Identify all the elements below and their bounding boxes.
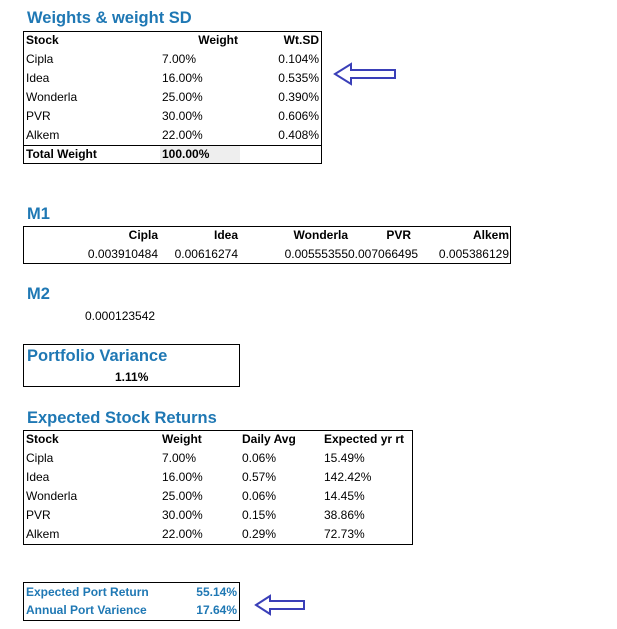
table-row: Wonderla bbox=[26, 90, 78, 104]
cell-weight: 22.00% bbox=[162, 527, 203, 541]
cell-daily-avg: 0.29% bbox=[242, 527, 277, 541]
cell-expected-yr-rt: 15.49% bbox=[324, 451, 365, 465]
left-arrow-icon bbox=[333, 62, 396, 86]
m1-value-alkem: 0.005386129 bbox=[438, 247, 509, 261]
table-row: PVR bbox=[26, 109, 51, 123]
m1-table bbox=[23, 226, 511, 264]
er-header-weight: Weight bbox=[162, 432, 202, 446]
ws-header-stock: Stock bbox=[26, 33, 59, 47]
cell-weight: 16.00% bbox=[162, 71, 203, 85]
total-weight-label: Total Weight bbox=[26, 147, 97, 161]
cell-weight: 16.00% bbox=[162, 470, 203, 484]
portfolio-variance-title: Portfolio Variance bbox=[27, 347, 168, 365]
total-weight-value: 100.00% bbox=[162, 147, 210, 161]
cell-wtsd: 0.606% bbox=[278, 109, 319, 123]
cell-wtsd: 0.390% bbox=[278, 90, 319, 104]
cell-weight: 25.00% bbox=[162, 90, 203, 104]
cell-daily-avg: 0.57% bbox=[242, 470, 277, 484]
expected-returns-title: Expected Stock Returns bbox=[27, 409, 217, 427]
table-row: Alkem bbox=[26, 527, 60, 541]
cell-expected-yr-rt: 38.86% bbox=[324, 508, 365, 522]
portfolio-variance-box bbox=[23, 344, 240, 387]
weights-sd-table bbox=[23, 31, 322, 164]
cell-weight: 7.00% bbox=[162, 451, 197, 465]
cell-weight: 25.00% bbox=[162, 489, 203, 503]
cell-wtsd: 0.535% bbox=[278, 71, 319, 85]
cell-weight: 22.00% bbox=[162, 128, 203, 142]
m2-title: M2 bbox=[27, 285, 50, 303]
table-row: Cipla bbox=[26, 451, 54, 465]
cell-daily-avg: 0.06% bbox=[242, 451, 277, 465]
m2-value: 0.000123542 bbox=[85, 309, 156, 323]
cell-weight: 30.00% bbox=[162, 508, 203, 522]
cell-expected-yr-rt: 14.45% bbox=[324, 489, 365, 503]
cell-weight: 7.00% bbox=[162, 52, 197, 66]
m1-title: M1 bbox=[27, 205, 50, 223]
ws-header-wtsd: Wt.SD bbox=[283, 33, 319, 47]
portfolio-variance-value: 1.11% bbox=[115, 370, 149, 384]
er-header-expected-yr-rt: Expected yr rt bbox=[324, 432, 405, 446]
cell-weight: 30.00% bbox=[162, 109, 203, 123]
m1-value-cipla: 0.003910484 bbox=[87, 247, 158, 261]
table-row: Wonderla bbox=[26, 489, 78, 503]
er-header-daily-avg: Daily Avg bbox=[242, 432, 296, 446]
weights-sd-title: Weights & weight SD bbox=[27, 9, 192, 27]
m1-header-alkem: Alkem bbox=[472, 228, 509, 242]
annual-port-variance-label: Annual Port Varience bbox=[26, 603, 147, 617]
cell-wtsd: 0.104% bbox=[278, 52, 319, 66]
cell-daily-avg: 0.06% bbox=[242, 489, 277, 503]
m1-value-wonderla: 0.00555355 bbox=[284, 247, 348, 261]
table-row: Alkem bbox=[26, 128, 60, 142]
cell-daily-avg: 0.15% bbox=[242, 508, 277, 522]
cell-expected-yr-rt: 72.73% bbox=[324, 527, 365, 541]
total-weight-fill bbox=[160, 145, 240, 163]
m1-header-wonderla: Wonderla bbox=[293, 228, 348, 242]
expected-port-return-label: Expected Port Return bbox=[26, 585, 149, 599]
table-row: Cipla bbox=[26, 52, 54, 66]
er-header-stock: Stock bbox=[26, 432, 59, 446]
m1-value-idea: 0.00616274 bbox=[174, 247, 238, 261]
m1-header-cipla: Cipla bbox=[128, 228, 158, 242]
table-row: PVR bbox=[26, 508, 51, 522]
annual-port-variance-value: 17.64% bbox=[196, 603, 237, 617]
table-row: Idea bbox=[26, 470, 50, 484]
left-arrow-icon bbox=[254, 594, 305, 616]
expected-port-return-value: 55.14% bbox=[196, 585, 237, 599]
m1-value-pvr: 0.007066495 bbox=[348, 247, 419, 261]
summary-box bbox=[23, 582, 240, 621]
expected-returns-table bbox=[23, 430, 413, 545]
cell-wtsd: 0.408% bbox=[278, 128, 319, 142]
cell-expected-yr-rt: 142.42% bbox=[324, 470, 372, 484]
m1-header-pvr: PVR bbox=[386, 228, 411, 242]
total-divider bbox=[23, 145, 322, 146]
table-row: Idea bbox=[26, 71, 50, 85]
m1-header-idea: Idea bbox=[213, 228, 238, 242]
ws-header-weight: Weight bbox=[198, 33, 238, 47]
